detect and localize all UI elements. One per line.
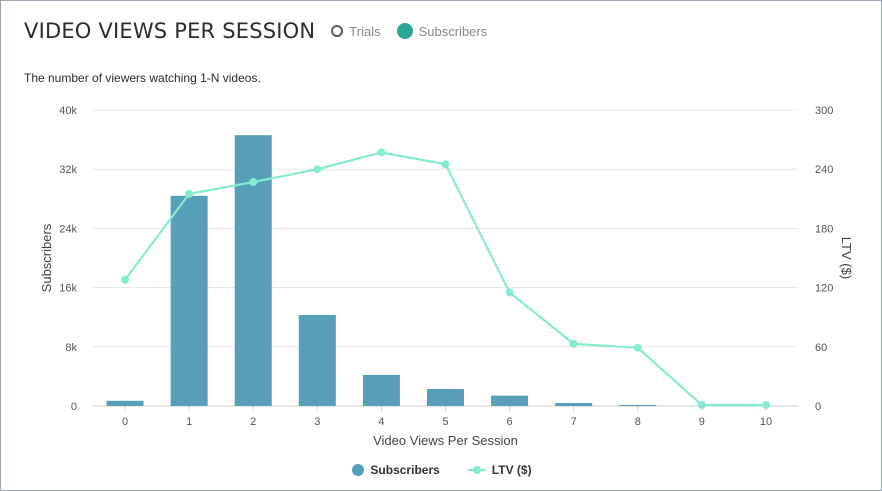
y-tick-label: 32k <box>59 164 77 176</box>
ltv-point <box>185 189 194 198</box>
ltv-point <box>569 339 578 348</box>
toggle-trials-label: Trials <box>349 23 381 39</box>
line-swatch-icon <box>467 464 486 476</box>
bar <box>427 388 464 406</box>
legend-label-ltv: LTV ($) <box>491 463 532 477</box>
x-tick-label: 8 <box>635 416 641 428</box>
radio-on-icon <box>396 23 413 39</box>
y-axis-title: Subscribers <box>39 223 54 292</box>
ltv-point <box>633 343 642 352</box>
x-tick-label: 0 <box>122 416 128 428</box>
radio-off-icon <box>331 25 344 37</box>
toggle-trials[interactable]: Trials <box>331 23 381 39</box>
y-tick-label: 16k <box>59 283 77 295</box>
ltv-point <box>249 178 258 187</box>
bar <box>298 314 336 406</box>
x-tick-label: 10 <box>760 416 772 428</box>
x-tick-label: 5 <box>442 416 448 428</box>
y2-axis-title: LTV ($) <box>839 237 854 279</box>
y2-tick-label: 0 <box>815 401 821 413</box>
line-series <box>121 148 770 410</box>
legend-label-subscribers: Subscribers <box>370 463 440 477</box>
ltv-line <box>124 151 766 407</box>
x-tick-label: 1 <box>186 416 192 428</box>
chart-header: VIDEO VIEWS PER SESSION Trials Subscribe… <box>24 19 487 43</box>
chart-title: VIDEO VIEWS PER SESSION <box>24 19 316 43</box>
bar <box>106 400 144 406</box>
y2-tick-label: 300 <box>815 105 833 117</box>
bar-swatch-icon <box>352 464 365 476</box>
y2-tick-label: 240 <box>815 164 833 176</box>
y-tick-label: 8k <box>65 342 77 354</box>
ltv-point <box>761 401 770 410</box>
ltv-point <box>121 275 130 284</box>
y-tick-label: 0 <box>71 401 77 413</box>
y2-tick-label: 120 <box>815 283 833 295</box>
bar <box>362 374 400 406</box>
x-tick-label: 7 <box>571 416 577 428</box>
axes: 0 0 8k 60 16k 120 24k 180 32k 240 40k 300 0 1 2 3 4 5 6 7 8 9… <box>39 105 854 448</box>
legend-item-subscribers[interactable]: Subscribers <box>352 463 440 477</box>
ltv-point <box>505 288 514 297</box>
x-tick-label: 3 <box>314 416 320 428</box>
x-tick-label: 4 <box>378 416 384 428</box>
y2-tick-label: 60 <box>815 342 827 354</box>
chart-subtitle: The number of viewers watching 1-N video… <box>24 71 261 85</box>
bar <box>619 404 657 406</box>
toggle-subscribers-label: Subscribers <box>418 23 488 39</box>
x-tick-label: 2 <box>250 416 256 428</box>
y-tick-label: 24k <box>59 223 77 235</box>
ltv-point <box>313 165 322 174</box>
x-tick-label: 6 <box>507 416 513 428</box>
ltv-point <box>377 148 386 157</box>
bar <box>234 135 272 406</box>
bar-series <box>106 135 657 406</box>
ltv-point <box>697 401 706 410</box>
x-tick-label: 9 <box>699 416 705 428</box>
legend: Subscribers LTV ($) <box>1 463 882 477</box>
bar <box>491 395 529 406</box>
legend-item-ltv[interactable]: LTV ($) <box>467 463 532 477</box>
ltv-point <box>441 160 450 169</box>
y-tick-label: 40k <box>59 105 77 117</box>
bar <box>555 403 593 406</box>
toggle-subscribers[interactable]: Subscribers <box>396 23 488 39</box>
y2-tick-label: 180 <box>815 223 833 235</box>
x-axis-title: Video Views Per Session <box>373 433 518 448</box>
bar <box>170 195 208 406</box>
